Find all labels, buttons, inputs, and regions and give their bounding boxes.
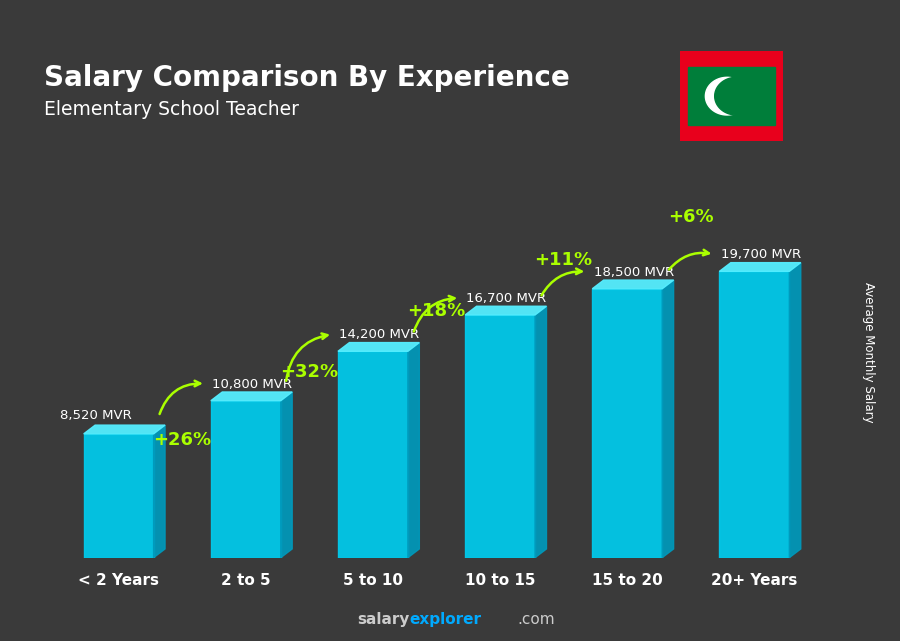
Polygon shape	[338, 342, 419, 351]
Bar	[719, 271, 789, 558]
Bar	[84, 434, 154, 558]
Bar	[688, 67, 775, 125]
Text: 15 to 20: 15 to 20	[592, 574, 662, 588]
Text: Salary Comparison By Experience: Salary Comparison By Experience	[44, 63, 570, 92]
Text: .com: .com	[518, 612, 555, 627]
Polygon shape	[706, 78, 749, 115]
Polygon shape	[789, 263, 801, 558]
Polygon shape	[662, 280, 673, 558]
Text: Average Monthly Salary: Average Monthly Salary	[862, 282, 875, 423]
Polygon shape	[154, 425, 165, 558]
Polygon shape	[465, 306, 546, 315]
Text: +26%: +26%	[153, 431, 211, 449]
Text: < 2 Years: < 2 Years	[78, 574, 159, 588]
Polygon shape	[408, 342, 419, 558]
Text: 10,800 MVR: 10,800 MVR	[212, 378, 292, 390]
Text: 20+ Years: 20+ Years	[711, 574, 797, 588]
Text: 18,500 MVR: 18,500 MVR	[593, 266, 673, 279]
Text: explorer: explorer	[410, 612, 482, 627]
Text: Elementary School Teacher: Elementary School Teacher	[44, 100, 299, 119]
Text: 10 to 15: 10 to 15	[464, 574, 536, 588]
Polygon shape	[715, 78, 758, 115]
Polygon shape	[592, 280, 673, 289]
Text: 14,200 MVR: 14,200 MVR	[339, 328, 419, 341]
Bar	[338, 351, 408, 558]
Bar	[465, 315, 535, 558]
Text: 8,520 MVR: 8,520 MVR	[60, 410, 131, 422]
Text: +11%: +11%	[535, 251, 593, 269]
Bar	[592, 289, 662, 558]
Text: +18%: +18%	[408, 303, 465, 320]
Polygon shape	[211, 392, 292, 401]
Bar	[211, 401, 281, 558]
Text: salary: salary	[357, 612, 410, 627]
Polygon shape	[281, 392, 292, 558]
Text: +6%: +6%	[668, 208, 714, 226]
Text: 16,700 MVR: 16,700 MVR	[466, 292, 546, 305]
Text: 19,700 MVR: 19,700 MVR	[721, 248, 801, 262]
Text: 5 to 10: 5 to 10	[343, 574, 403, 588]
Text: +32%: +32%	[280, 363, 338, 381]
Polygon shape	[719, 263, 801, 271]
Polygon shape	[84, 425, 165, 434]
Polygon shape	[535, 306, 546, 558]
Text: 2 to 5: 2 to 5	[221, 574, 271, 588]
